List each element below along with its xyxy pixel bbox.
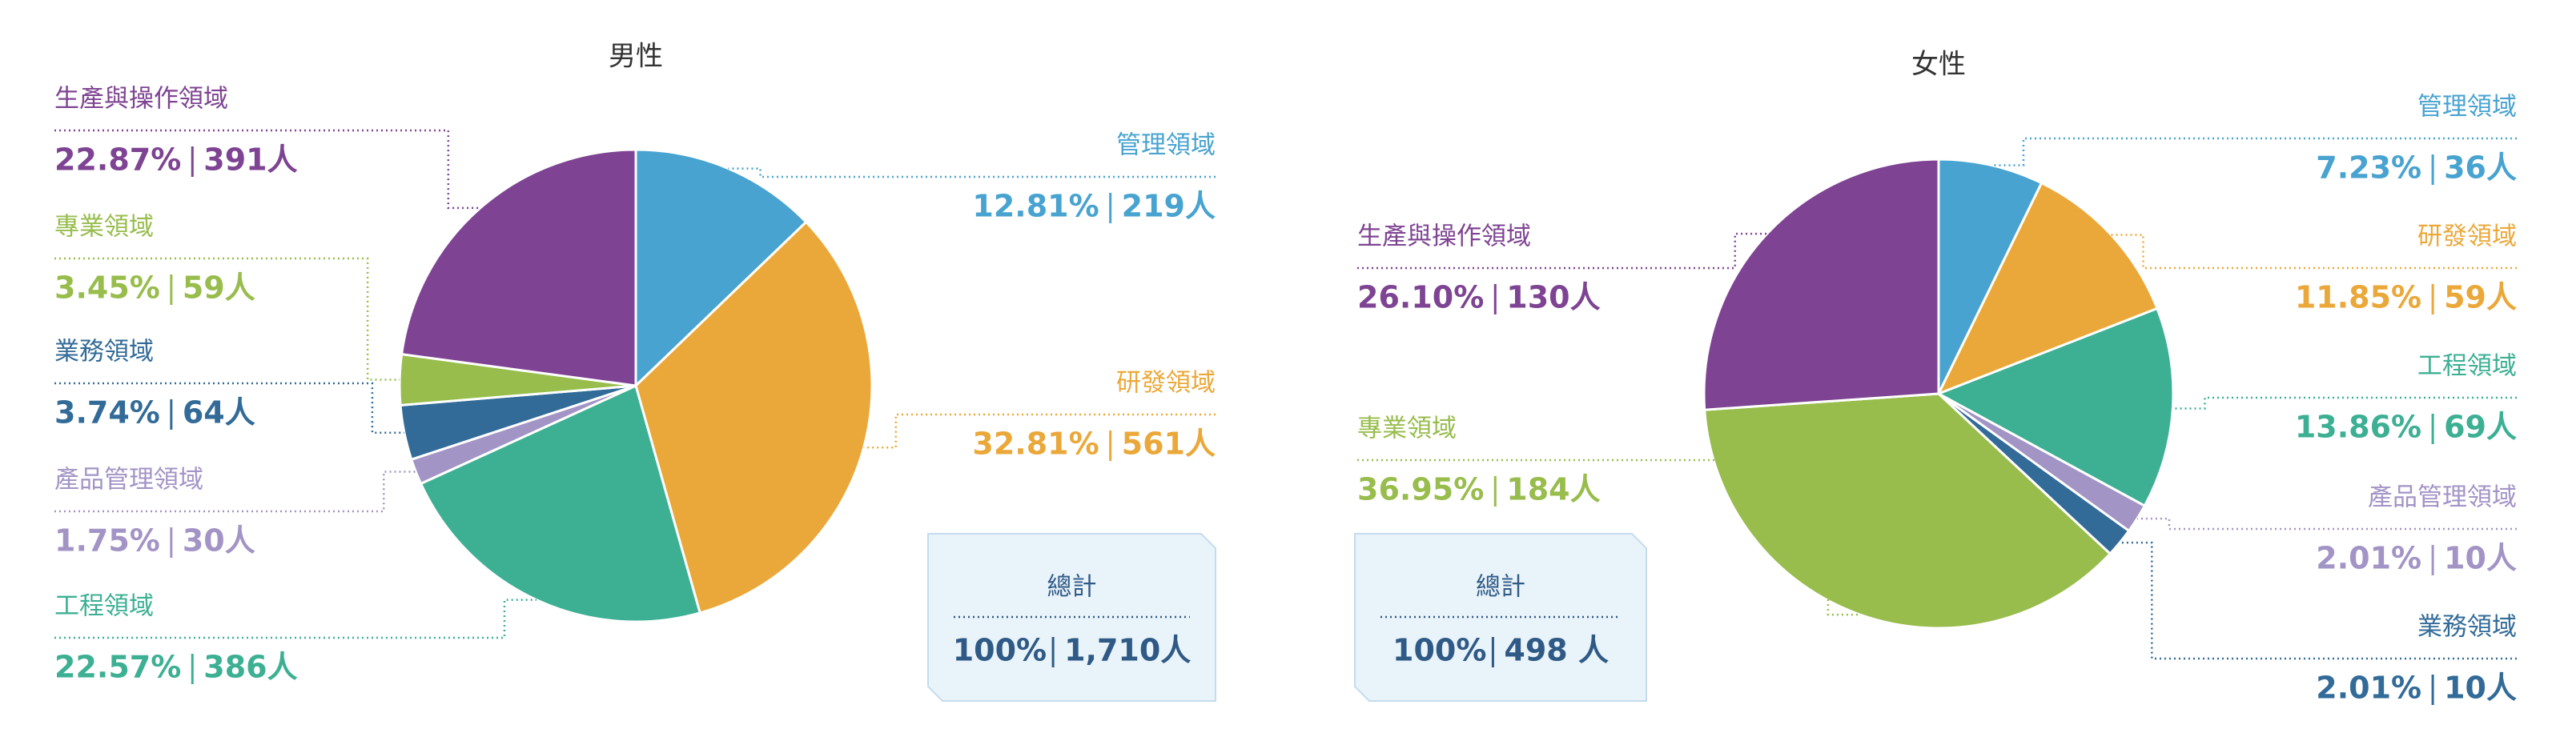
category-label: 產品管理領域 xyxy=(54,466,203,495)
value-percent: 22.57% xyxy=(54,650,181,685)
chart-title: 女性 xyxy=(1911,49,1966,81)
value-count: 130人 xyxy=(1506,280,1600,315)
pie-slice xyxy=(1935,306,2175,508)
leader-line xyxy=(1357,459,1860,616)
category-label: 工程領域 xyxy=(2417,352,2517,381)
value-percent: 7.23% xyxy=(2316,150,2421,186)
leader-line xyxy=(863,413,1216,449)
value-count: 219人 xyxy=(1122,189,1216,224)
chart-title: 男性 xyxy=(609,41,663,73)
leader-line xyxy=(2172,396,2517,410)
pie-slice xyxy=(1703,392,2112,630)
category-label: 業務領域 xyxy=(54,338,154,366)
category-label: 生產與操作領域 xyxy=(54,85,228,114)
leader-line xyxy=(1357,232,1767,270)
value-percent: 32.81% xyxy=(972,427,1099,462)
value-percent: 3.45% xyxy=(54,270,160,306)
total-count: 498 人 xyxy=(1504,633,1609,668)
value-count: 59人 xyxy=(2444,280,2517,315)
category-label: 專業領域 xyxy=(1357,415,1457,443)
value-count: 64人 xyxy=(183,395,255,431)
value-percent: 1.75% xyxy=(54,523,160,559)
total-value: 100% 1,710人 xyxy=(953,633,1192,668)
category-label: 管理領域 xyxy=(2417,93,2517,122)
pie-slice xyxy=(634,148,808,389)
value-percent: 12.81% xyxy=(972,189,1099,224)
total-label: 總計 xyxy=(1476,573,1525,602)
pie-slice xyxy=(1702,158,1940,411)
value-count: 36人 xyxy=(2444,150,2517,186)
leader-line xyxy=(2136,517,2517,531)
leader-line xyxy=(728,167,1216,178)
value-percent: 11.85% xyxy=(2295,280,2421,315)
leader-line xyxy=(54,471,416,513)
category-label: 專業領域 xyxy=(54,213,154,242)
total-label: 總計 xyxy=(1047,573,1097,602)
value-count: 69人 xyxy=(2444,410,2517,445)
value-percent: 3.74% xyxy=(54,395,160,431)
value-percent: 36.95% xyxy=(1357,472,1484,507)
pie-slice xyxy=(400,148,637,387)
category-label: 生產與操作領域 xyxy=(1357,222,1531,251)
value-count: 386人 xyxy=(203,650,297,685)
value-percent: 2.01% xyxy=(2316,541,2421,576)
total-box xyxy=(927,533,1216,702)
value-count: 30人 xyxy=(183,523,255,559)
leader-line xyxy=(1991,137,2517,166)
value-percent: 13.86% xyxy=(2295,410,2421,445)
category-label: 產品管理領域 xyxy=(2368,483,2517,512)
value-count: 391人 xyxy=(203,142,297,178)
value-percent: 2.01% xyxy=(2316,671,2421,706)
category-label: 管理領域 xyxy=(1116,131,1216,160)
total-count: 1,710人 xyxy=(1064,633,1191,668)
value-percent: 26.10% xyxy=(1357,280,1484,315)
total-percent: 100% xyxy=(953,633,1047,668)
category-label: 研發領域 xyxy=(2417,222,2517,251)
pie-slice xyxy=(1937,158,2044,395)
category-label: 工程領域 xyxy=(54,592,154,621)
value-count: 184人 xyxy=(1506,472,1600,507)
value-count: 10人 xyxy=(2444,541,2517,576)
pie-slice xyxy=(634,220,874,615)
category-label: 業務領域 xyxy=(2417,613,2517,642)
value-count: 561人 xyxy=(1122,427,1216,462)
total-percent: 100% xyxy=(1392,633,1486,668)
value-count: 10人 xyxy=(2444,671,2517,706)
leader-line xyxy=(2111,234,2517,270)
category-label: 研發領域 xyxy=(1116,369,1216,398)
leader-line xyxy=(54,382,404,434)
leader-line xyxy=(54,129,480,210)
value-count: 59人 xyxy=(183,270,255,306)
leader-line xyxy=(2120,541,2517,660)
value-percent: 22.87% xyxy=(54,142,181,178)
pie-slice xyxy=(419,383,702,623)
total-value: 100% 498 人 xyxy=(1392,633,1609,668)
